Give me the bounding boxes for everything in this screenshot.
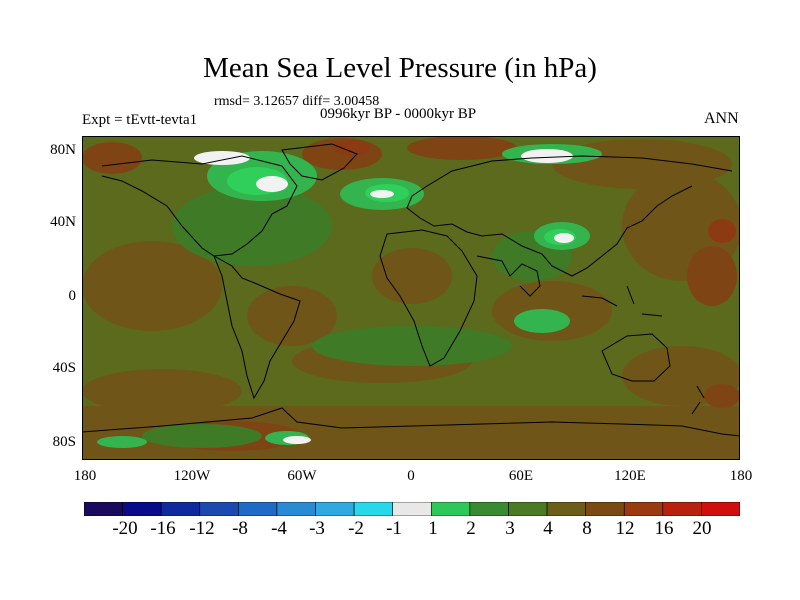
colorbar-box <box>546 502 586 516</box>
colorbar-box <box>701 502 740 516</box>
season-label: ANN <box>704 110 739 127</box>
lon-tick-60e: 60E <box>508 468 534 484</box>
olive-regions <box>142 186 572 448</box>
colorbar-label: 3 <box>505 518 515 539</box>
colorbar-box <box>315 502 355 516</box>
colorbar-box <box>508 502 548 516</box>
colorbar-label: -2 <box>348 518 364 539</box>
colorbar-label: 20 <box>692 518 712 539</box>
colorbar-label: 16 <box>654 518 674 539</box>
colorbar-box <box>353 502 394 516</box>
colorbar-label: -4 <box>271 518 287 539</box>
colorbar-label: 8 <box>582 518 592 539</box>
lon-tick-180e: 180 <box>729 468 753 484</box>
lon-tick-120w: 120W <box>173 468 211 484</box>
colorbar-box <box>199 502 239 516</box>
map-frame <box>82 136 740 460</box>
lat-tick-40n: 40N <box>50 214 76 230</box>
white-regions <box>194 149 574 444</box>
colorbar-label: -16 <box>150 518 176 539</box>
lat-tick-40s: 40S <box>52 360 76 376</box>
colorbar-label: -20 <box>112 518 138 539</box>
colorbar-box <box>430 502 471 516</box>
lat-tick-80n: 80N <box>50 142 76 158</box>
colorbar-label: -3 <box>309 518 325 539</box>
colorbar-box <box>623 502 664 516</box>
stats-label: rmsd= 3.12657 diff= 3.00458 <box>214 94 380 109</box>
lon-tick-60w: 60W <box>287 468 317 484</box>
colorbar <box>84 502 740 516</box>
reddish-regions <box>334 140 736 243</box>
colorbar-box <box>469 502 509 516</box>
lon-tick-180w: 180 <box>73 468 97 484</box>
colorbar-box <box>392 502 432 516</box>
colorbar-label: 4 <box>543 518 553 539</box>
coastlines <box>82 143 740 437</box>
lon-tick-120e: 120E <box>614 468 646 484</box>
colorbar-box <box>160 502 201 516</box>
colorbar-label: -12 <box>189 518 215 539</box>
lat-tick-80s: 80S <box>52 434 76 450</box>
colorbar-box <box>84 502 123 516</box>
colorbar-label: 12 <box>615 518 635 539</box>
lat-tick-0: 0 <box>68 288 77 304</box>
lon-tick-0: 0 <box>407 468 415 484</box>
experiment-label: Expt = tEvtt-tevta1 <box>82 112 198 128</box>
colorbar-label: -1 <box>386 518 402 539</box>
colorbar-box <box>122 502 162 516</box>
colorbar-label: 1 <box>428 518 438 539</box>
colorbar-box <box>276 502 316 516</box>
colorbar-label: -8 <box>232 518 248 539</box>
plot-title: Mean Sea Level Pressure (in hPa) <box>203 52 597 84</box>
colorbar-box <box>662 502 702 516</box>
pressure-map <box>82 136 740 460</box>
colorbar-box <box>585 502 625 516</box>
period-label: 0996kyr BP - 0000kyr BP <box>320 106 477 122</box>
colorbar-box <box>238 502 278 516</box>
colorbar-label: 2 <box>466 518 476 539</box>
